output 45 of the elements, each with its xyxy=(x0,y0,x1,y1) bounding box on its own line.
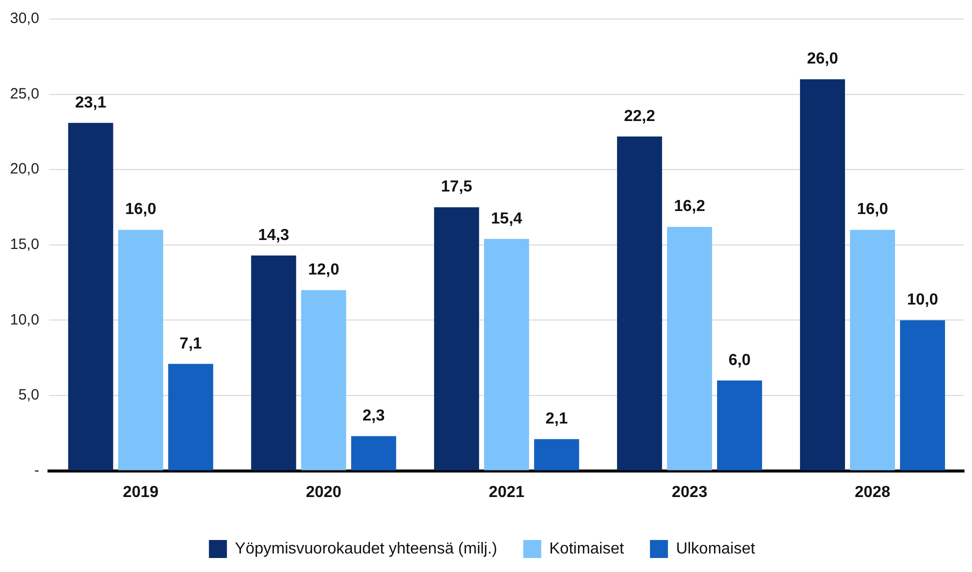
y-tick-label: 10,0 xyxy=(10,311,40,328)
data-label: 16,0 xyxy=(125,201,156,218)
data-label: 16,0 xyxy=(856,201,888,218)
data-label: 2,1 xyxy=(545,410,568,428)
data-label: 26,0 xyxy=(806,50,838,68)
bar xyxy=(351,436,396,470)
bar xyxy=(667,226,712,470)
y-tick-label: 30,0 xyxy=(10,10,40,28)
data-label: 2,3 xyxy=(362,408,385,425)
bar xyxy=(301,290,346,470)
data-label: 12,0 xyxy=(308,261,340,278)
bar xyxy=(800,79,846,470)
data-label: 23,1 xyxy=(75,94,106,112)
x-tick-label: 2020 xyxy=(306,484,342,501)
data-label: 22,2 xyxy=(624,108,656,125)
x-tick-label: 2028 xyxy=(854,484,890,501)
legend-label: Ulkomaiset xyxy=(676,540,756,558)
bar xyxy=(434,207,480,470)
bar xyxy=(168,364,214,470)
data-label: 6,0 xyxy=(728,352,751,369)
bar xyxy=(717,380,762,470)
x-tick-label: 2023 xyxy=(672,484,708,501)
x-tick-label: 2021 xyxy=(488,484,524,501)
bar xyxy=(617,136,662,470)
data-label: 7,1 xyxy=(180,335,202,352)
data-label: 15,4 xyxy=(491,210,522,228)
bar xyxy=(534,439,580,470)
data-label: 17,5 xyxy=(441,178,472,196)
bar xyxy=(251,255,296,470)
legend-label: Yöpymisvuorokaudet yhteensä (milj.) xyxy=(234,540,498,558)
y-tick-label: 20,0 xyxy=(10,160,40,178)
y-tick-label: 5,0 xyxy=(18,386,40,404)
data-label: 10,0 xyxy=(906,292,938,309)
data-label: 14,3 xyxy=(258,226,290,244)
x-tick-label: 2019 xyxy=(122,484,159,501)
bar xyxy=(850,230,896,470)
bar xyxy=(900,320,946,470)
bar xyxy=(68,122,114,470)
legend-label: Kotimaiset xyxy=(549,540,625,558)
y-tick-label: - xyxy=(34,462,40,479)
y-tick-label: 25,0 xyxy=(10,85,40,102)
y-tick-label: 15,0 xyxy=(10,236,40,254)
data-label: 16,2 xyxy=(674,198,706,216)
bar xyxy=(484,238,530,470)
bar xyxy=(118,230,164,470)
